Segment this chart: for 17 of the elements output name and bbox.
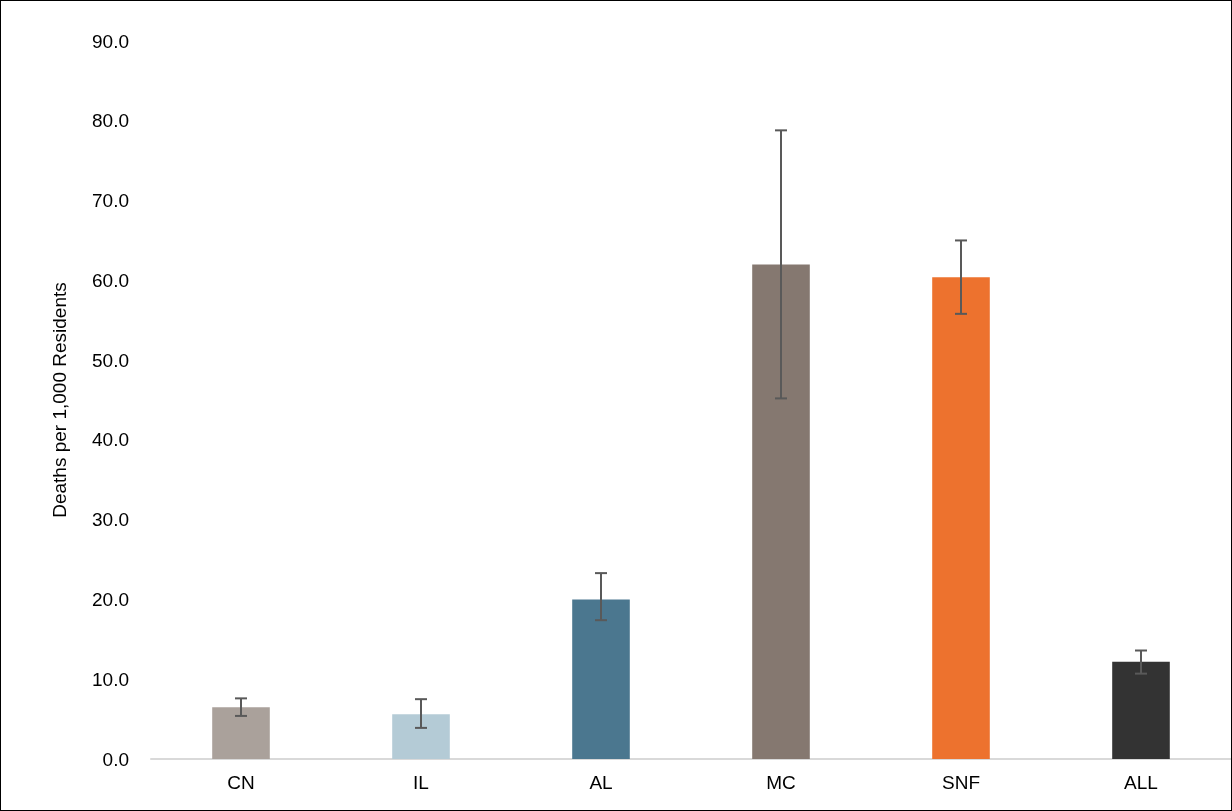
y-axis-title: Deaths per 1,000 Residents xyxy=(49,282,70,518)
x-tick-label: AL xyxy=(589,772,613,793)
y-tick-label: 70.0 xyxy=(92,190,129,212)
y-tick-label: 40.0 xyxy=(92,429,129,451)
y-tick-label: 50.0 xyxy=(92,349,129,371)
y-tick-label: 10.0 xyxy=(92,668,129,690)
x-tick-label: IL xyxy=(413,772,429,793)
y-tick-label: 0.0 xyxy=(102,748,129,770)
y-tick-label: 20.0 xyxy=(92,588,129,610)
x-tick-label: ALL xyxy=(1124,772,1158,793)
y-tick-label: 90.0 xyxy=(92,30,129,52)
y-tick-label: 60.0 xyxy=(92,269,129,291)
x-tick-label: MC xyxy=(766,772,796,793)
x-tick-label: SNF xyxy=(942,772,980,793)
y-tick-label: 30.0 xyxy=(92,509,129,531)
y-tick-label: 80.0 xyxy=(92,110,129,132)
x-tick-label: CN xyxy=(227,772,255,793)
